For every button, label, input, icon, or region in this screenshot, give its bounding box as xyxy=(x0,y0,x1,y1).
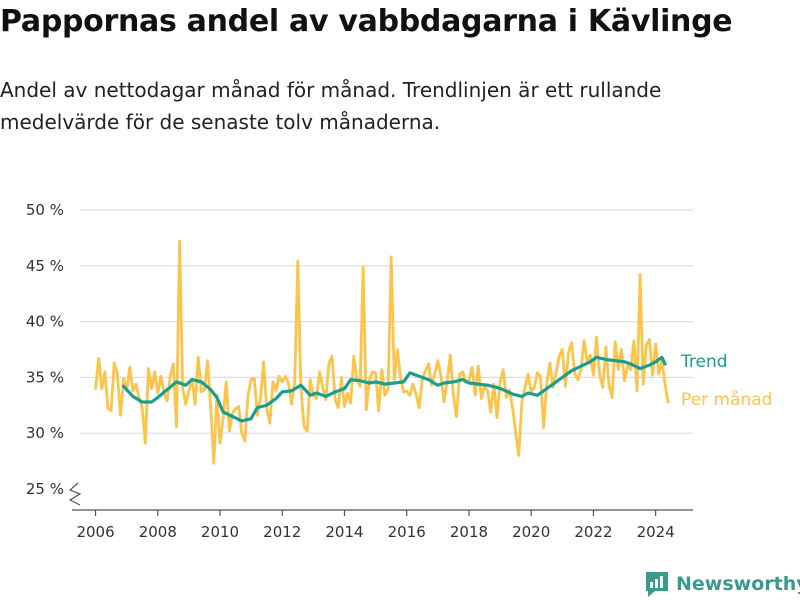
y-tick-label: 40 % xyxy=(26,313,64,331)
brand-logo: Newsworthy xyxy=(644,570,800,598)
chart-title: Pappornas andel av vabbdagarna i Kävling… xyxy=(0,4,733,39)
legend: Trend Per månad xyxy=(680,352,772,410)
x-tick-label: 2022 xyxy=(574,523,612,541)
chart-subtitle: Andel av nettodagar månad för månad. Tre… xyxy=(0,78,662,134)
x-tick-label: 2010 xyxy=(201,523,239,541)
x-tick-label: 2012 xyxy=(263,523,301,541)
y-tick-label: 45 % xyxy=(26,257,64,275)
x-axis-ticks: 2006 2008 2010 2012 2014 2016 2018 2020 2022 2024 xyxy=(76,510,675,541)
y-axis-ticks: 25 % 30 % 35 % 40 % 45 % 50 % xyxy=(26,201,64,498)
y-tick-label: 35 % xyxy=(26,368,64,386)
axis-break-icon xyxy=(68,482,82,506)
x-tick-label: 2024 xyxy=(637,523,675,541)
x-tick-label: 2006 xyxy=(76,523,114,541)
x-tick-label: 2014 xyxy=(325,523,363,541)
legend-trend: Trend xyxy=(680,352,728,372)
monthly-line xyxy=(94,239,670,465)
x-tick-label: 2008 xyxy=(139,523,177,541)
trend-line xyxy=(121,355,667,423)
newsworthy-logo-icon xyxy=(646,572,668,597)
x-tick-label: 2018 xyxy=(450,523,488,541)
series-layer xyxy=(94,239,670,465)
y-tick-label: 25 % xyxy=(26,480,64,498)
brand-name: Newsworthy xyxy=(676,573,800,595)
legend-per-manad: Per månad xyxy=(681,389,772,410)
y-tick-label: 50 % xyxy=(26,201,64,219)
y-tick-label: 30 % xyxy=(26,424,64,442)
x-tick-label: 2020 xyxy=(512,523,550,541)
x-tick-label: 2016 xyxy=(388,523,426,541)
